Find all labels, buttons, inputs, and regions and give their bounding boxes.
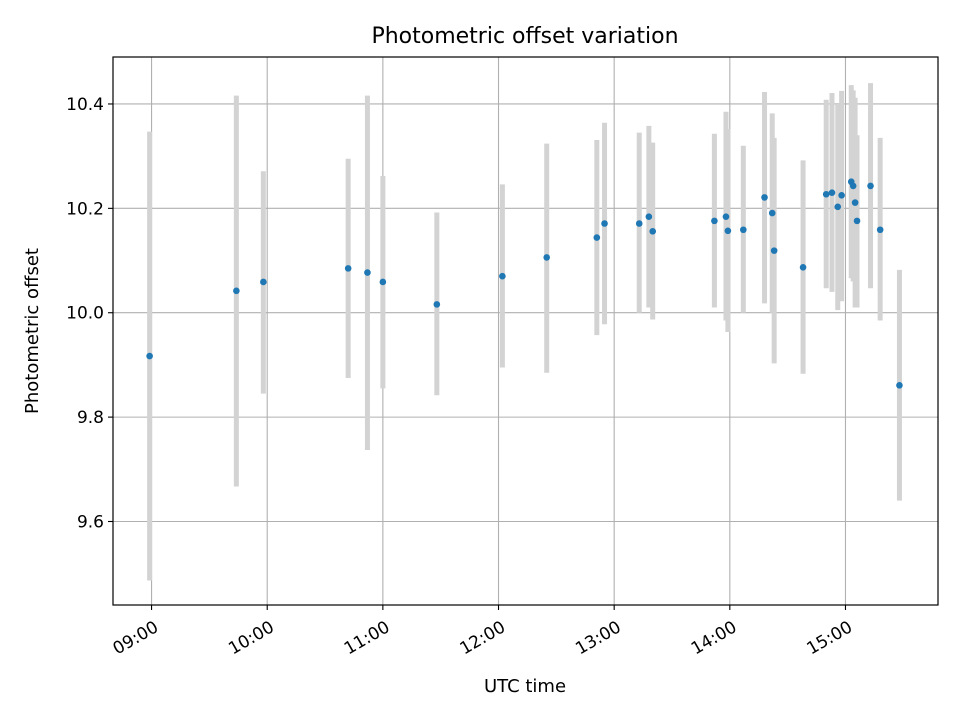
data-point (233, 287, 240, 295)
data-point (433, 301, 441, 308)
data-points (146, 178, 903, 389)
data-point (834, 203, 842, 211)
chart-title: Photometric offset variation (371, 24, 678, 49)
plot-frame (112, 56, 939, 606)
data-point (770, 247, 778, 254)
data-point (761, 194, 768, 201)
data-point (768, 209, 776, 217)
y-tick-label: 9.6 (77, 512, 104, 532)
y-tick-label: 10.4 (66, 95, 104, 115)
y-axis: 9.6 9.8 10.0 10.2 10.4 (66, 95, 113, 532)
data-point (711, 217, 718, 225)
data-point (499, 272, 506, 280)
data-point (828, 189, 836, 196)
data-point (260, 278, 267, 286)
y-tick-label: 10.0 (66, 304, 104, 324)
data-point (364, 269, 371, 276)
data-point (601, 220, 608, 227)
data-point (838, 192, 845, 199)
y-axis-label: Photometric offset (22, 248, 43, 414)
data-point (740, 226, 747, 234)
data-point (876, 226, 884, 234)
data-point (635, 220, 643, 227)
data-point (593, 234, 601, 241)
data-point (799, 264, 807, 271)
data-point (851, 199, 859, 206)
data-point (853, 217, 861, 225)
data-point (543, 254, 551, 261)
y-tick-label: 10.2 (66, 199, 104, 219)
data-point (645, 213, 653, 221)
data-point (146, 352, 153, 360)
data-point (344, 265, 352, 272)
data-point (722, 213, 730, 221)
y-tick-label: 9.8 (77, 408, 104, 428)
data-point (379, 278, 387, 286)
data-point (896, 381, 903, 389)
x-axis-label: UTC time (484, 676, 566, 697)
data-point (822, 190, 830, 198)
data-point (649, 228, 657, 235)
data-point (867, 182, 874, 190)
data-point (724, 227, 732, 235)
data-point (849, 182, 857, 190)
